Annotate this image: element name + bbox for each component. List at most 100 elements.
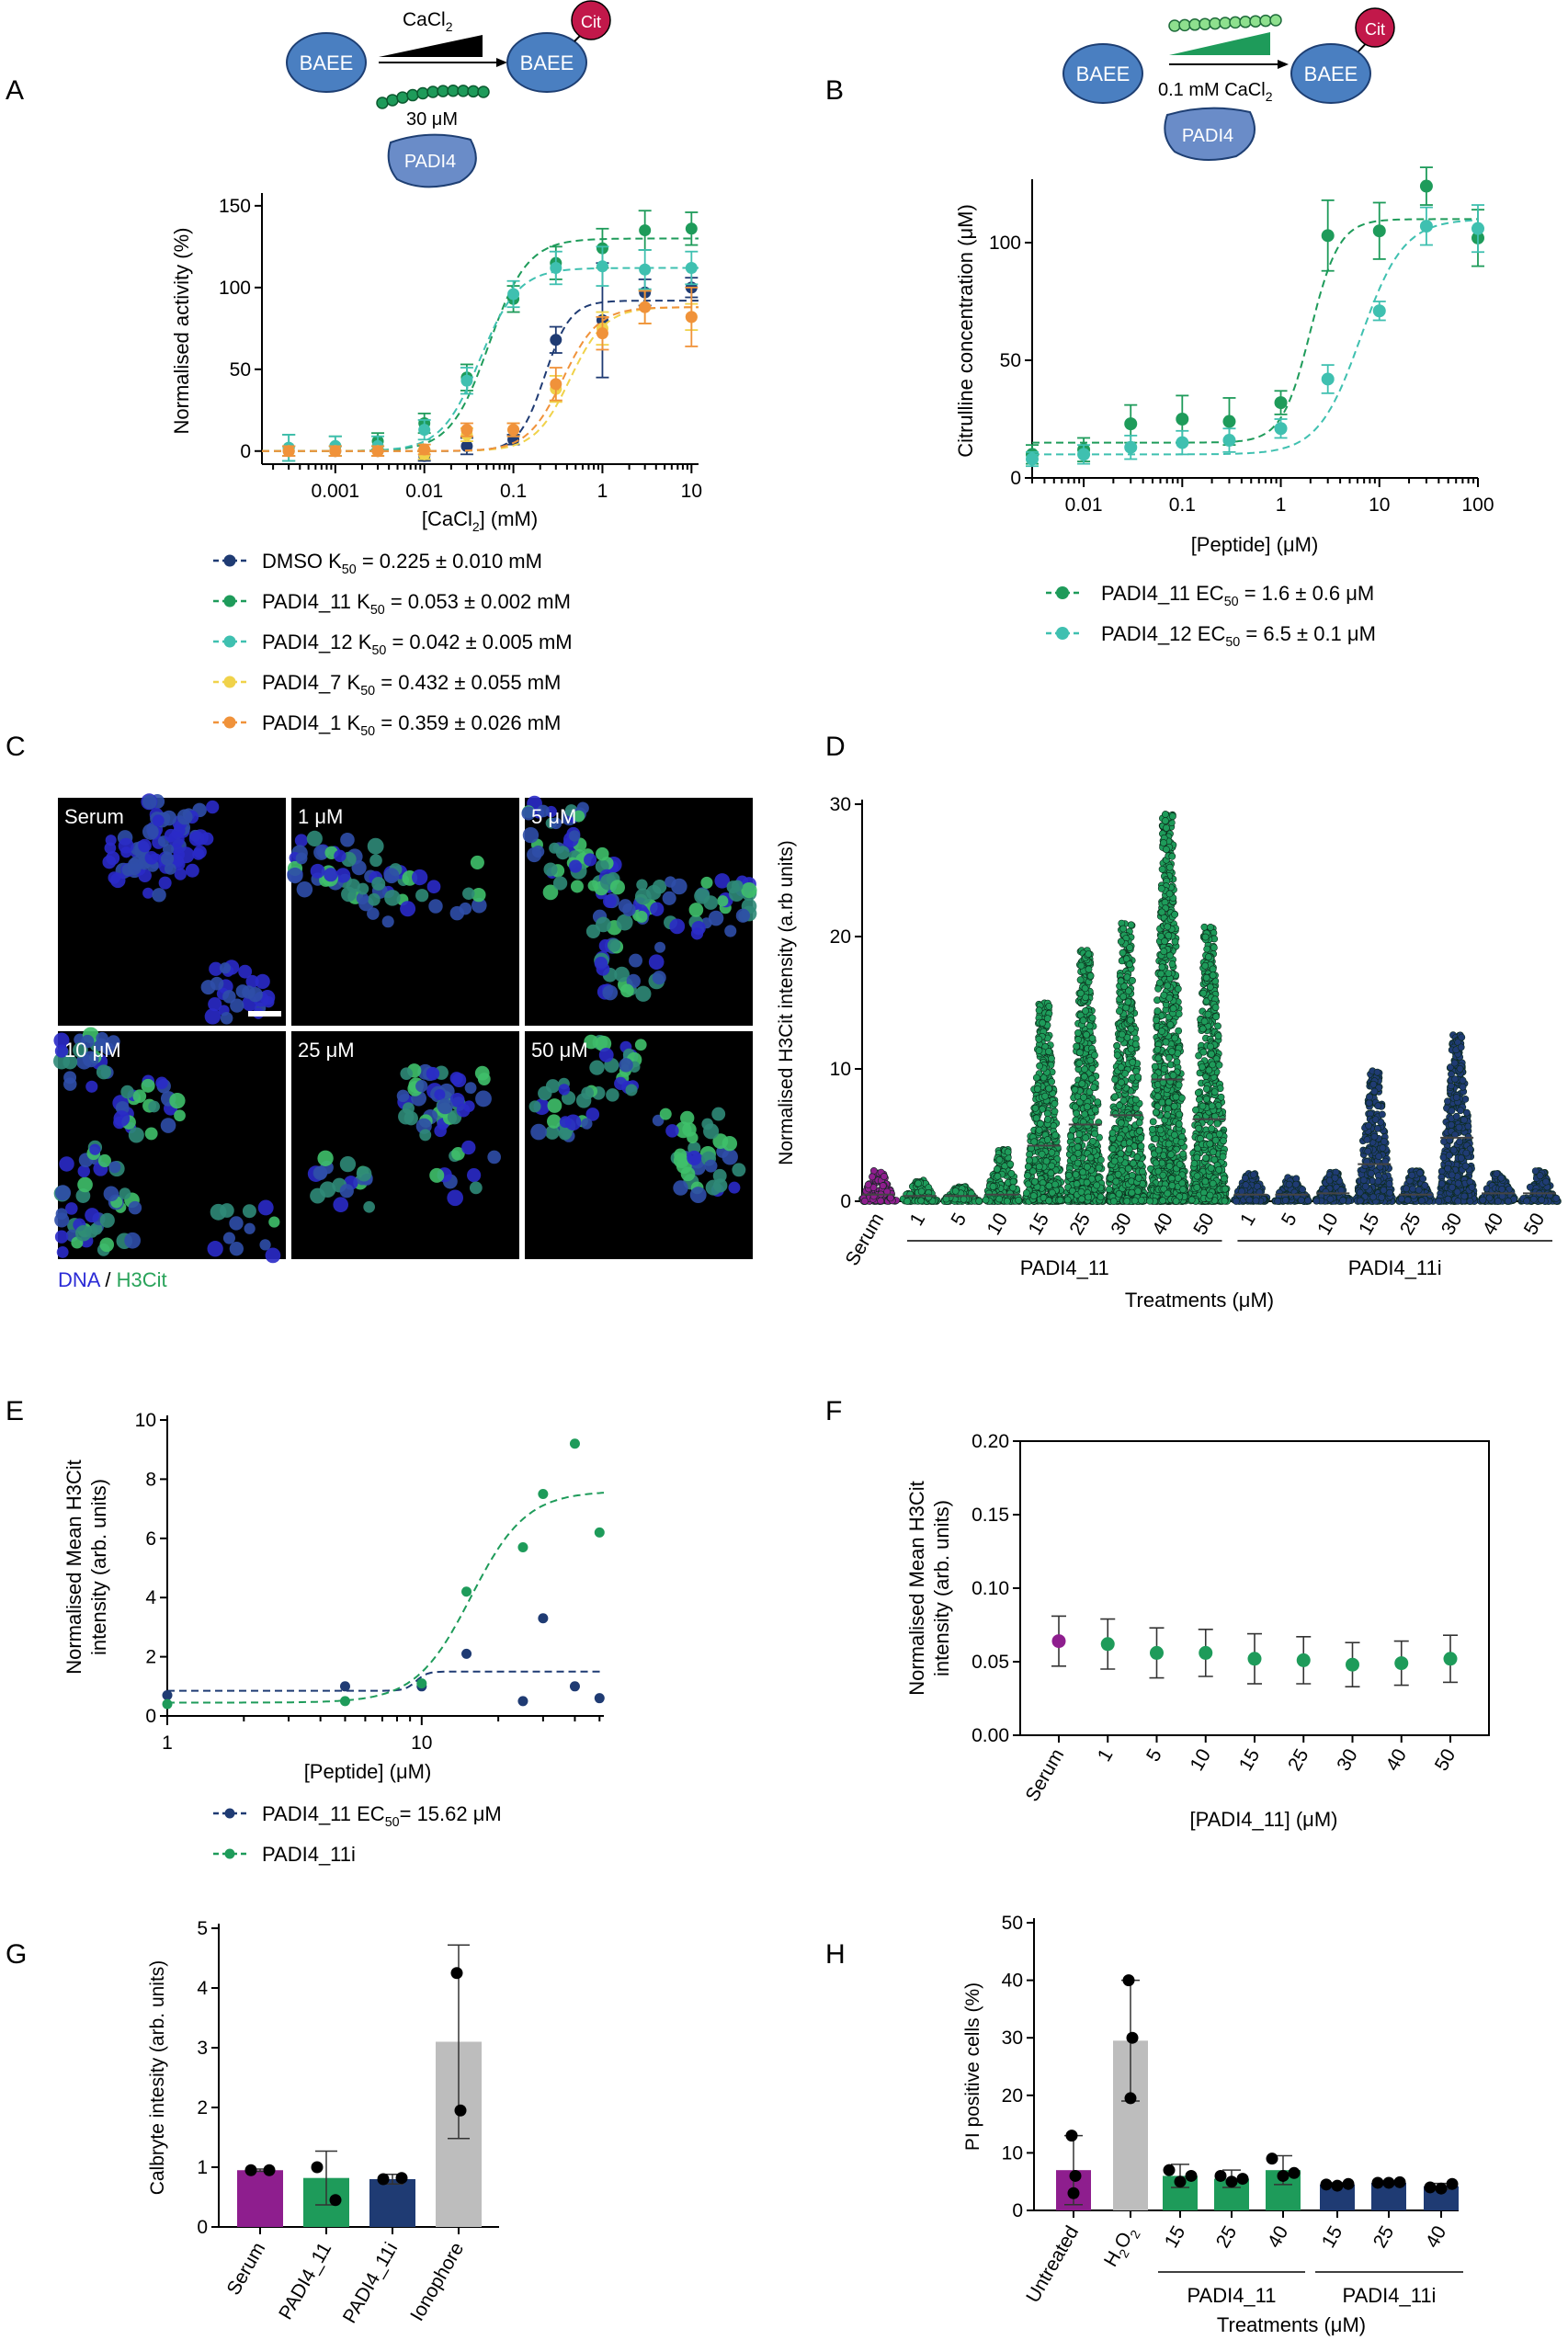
swarm-point	[1108, 1129, 1117, 1137]
swarm-point	[1040, 1073, 1048, 1082]
cell-nucleus	[62, 1054, 78, 1070]
swarm-point	[1151, 1062, 1159, 1071]
swarm-point	[1164, 1105, 1172, 1113]
cell-nucleus	[209, 961, 223, 976]
data-point-padi4_12	[639, 263, 652, 276]
cell-nucleus	[333, 1197, 348, 1213]
swarm-point	[1193, 1114, 1201, 1122]
swarm-point	[1210, 944, 1218, 951]
swarm-point	[1074, 1149, 1082, 1157]
cell-nucleus	[564, 1114, 582, 1130]
data-point-padi4_12	[1321, 372, 1335, 386]
x-tick-label: 1	[1236, 1210, 1260, 1230]
x-tick-label: 10	[681, 481, 702, 502]
data-point-padi4_12	[1077, 448, 1091, 461]
cell-nucleus	[472, 887, 486, 903]
swarm-point	[1074, 1159, 1082, 1167]
swarm-column	[1271, 1174, 1312, 1205]
swarm-point	[994, 1172, 1002, 1180]
x-axis-label: [CaCl2] (mM)	[422, 507, 538, 534]
cell-nucleus	[65, 1202, 78, 1215]
fit-curve-padi4_11	[1032, 218, 1478, 444]
swarm-point	[1085, 950, 1093, 958]
cell-nucleus	[148, 1100, 160, 1113]
swarm-point	[1082, 1007, 1089, 1015]
swarm-point	[1168, 960, 1176, 968]
cell-nucleus	[368, 892, 381, 906]
swarm-point	[1089, 1137, 1096, 1145]
cell-nucleus	[659, 1108, 672, 1120]
cell-nucleus	[609, 880, 625, 895]
cell-nucleus	[545, 1079, 561, 1094]
data-point-padi4_11	[1321, 229, 1335, 243]
swarm-point	[1206, 1191, 1214, 1199]
panel-letter-a: A	[6, 75, 24, 106]
swarm-point	[1192, 1106, 1199, 1114]
swarm-point	[903, 1198, 911, 1205]
swarm-point	[1199, 1048, 1208, 1056]
legend-label-padi4_1-sub: 50	[360, 724, 375, 739]
swarm-point	[1035, 1163, 1043, 1171]
legend-label-padi4_12-post: = 6.5 ± 0.1 μM	[1240, 622, 1376, 645]
swarm-point	[879, 1182, 887, 1190]
swarm-point	[1119, 925, 1127, 933]
cell-nucleus	[163, 844, 175, 856]
swarm-point	[1156, 1126, 1165, 1134]
baee-substrate-b	[1062, 43, 1143, 104]
y-axis-label: Normalised activity (%)	[170, 228, 193, 435]
cell-nucleus	[188, 831, 205, 846]
cell-nucleus	[124, 1232, 142, 1249]
x-tick-label: 15	[1024, 1210, 1053, 1239]
swarm-point	[1209, 971, 1217, 980]
swarm-point	[1024, 1163, 1032, 1171]
swarm-point	[1048, 1078, 1055, 1085]
swarm-point	[1078, 1080, 1086, 1088]
channel-legend-h3cit: H3Cit	[117, 1268, 167, 1291]
cell-nucleus	[59, 1156, 74, 1172]
swarm-point	[1085, 1193, 1092, 1201]
cell-nucleus	[313, 1166, 327, 1180]
cell-nucleus	[671, 878, 687, 895]
cell-nucleus	[222, 1232, 235, 1244]
swarm-point	[1075, 1130, 1084, 1138]
data-point-padi4_1	[550, 378, 562, 391]
data-point-padi4_1	[329, 445, 342, 458]
cell-nucleus	[118, 837, 134, 854]
cell-nucleus	[75, 1188, 91, 1203]
cell-nucleus	[635, 910, 648, 923]
swarm-point	[1085, 1022, 1094, 1030]
cell-nucleus	[142, 887, 154, 899]
data-point-padi4_1	[596, 327, 608, 340]
swarm-point	[960, 1195, 968, 1203]
swarm-point	[1024, 1172, 1031, 1180]
fit-curve-padi4_12	[1032, 219, 1479, 456]
cell-nucleus	[550, 817, 562, 830]
legend-label-padi4_7-sub: 50	[360, 684, 375, 699]
x-axis-label-post: ] (mM)	[480, 507, 539, 530]
legend-label-padi4_7-post: = 0.432 ± 0.055 mM	[375, 671, 561, 694]
swarm-point	[1095, 1164, 1103, 1172]
schematic-b: BAEE 0.1 mM CaCl2 PADI4 BAEE Cit	[1062, 7, 1395, 161]
swarm-column	[858, 1167, 901, 1205]
swarm-point	[1081, 1110, 1089, 1119]
legend-label-padi4_1: PADI4_1 K50 = 0.359 ± 0.026 mM	[262, 711, 561, 739]
swarm-point	[1175, 1120, 1183, 1128]
swarm-point	[1088, 1034, 1096, 1042]
swarm-point	[917, 1187, 926, 1196]
data-point-padi4_12	[685, 262, 698, 275]
swarm-point	[1119, 948, 1127, 957]
cell-nucleus	[528, 1100, 541, 1113]
peptide-bead-a	[457, 85, 470, 97]
swarm-point	[1149, 1118, 1157, 1126]
cell-nucleus	[620, 983, 634, 998]
cell-nucleus	[527, 846, 542, 863]
cell-nucleus	[200, 980, 216, 995]
swarm-point	[877, 1197, 884, 1205]
scale-bar	[248, 1011, 281, 1017]
cell-nucleus	[464, 1082, 477, 1095]
cell-nucleus	[555, 846, 570, 860]
swarm-point	[1169, 1072, 1177, 1079]
swarm-point	[1033, 1085, 1041, 1093]
cell-nucleus	[317, 1150, 334, 1166]
